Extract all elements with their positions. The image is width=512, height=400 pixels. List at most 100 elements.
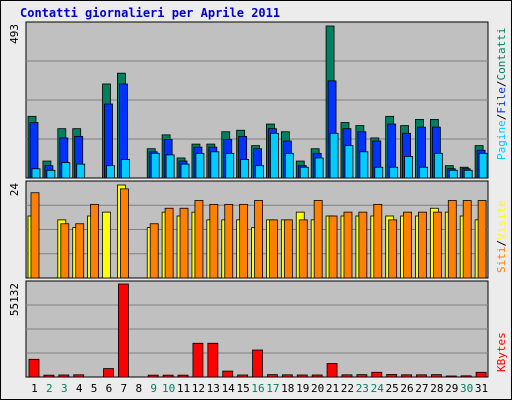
pagine-bar-day-29 xyxy=(448,169,458,179)
siti-bar-day-10 xyxy=(164,207,174,279)
x-tick-label-day-19: 19 xyxy=(296,382,309,395)
pagine-bar-day-17 xyxy=(270,132,279,179)
legend-entry: Pagine xyxy=(495,120,508,160)
pagine-bar-day-20 xyxy=(314,157,324,179)
pagine-bar-day-16 xyxy=(255,165,264,179)
kbytes-bar-day-12 xyxy=(192,342,204,378)
kbytes-bar-day-29 xyxy=(445,375,457,378)
siti-bar-day-14 xyxy=(224,203,234,279)
siti-bar-day-9 xyxy=(149,223,159,279)
siti-bar-day-31 xyxy=(477,200,487,279)
kbytes-bar-day-4 xyxy=(73,374,85,378)
legend-separator: / xyxy=(495,81,508,88)
x-tick-label-day-31: 31 xyxy=(475,382,488,395)
x-tick-label-day-8: 8 xyxy=(135,382,142,395)
pagine-bar-day-18 xyxy=(284,152,294,179)
x-tick-label-day-7: 7 xyxy=(121,382,128,395)
siti-bar-day-28 xyxy=(432,211,442,279)
kbytes-bar-day-6 xyxy=(103,368,114,378)
siti-bar-day-22 xyxy=(343,211,353,279)
pagine-bar-day-13 xyxy=(210,151,220,179)
pagine-bar-day-24 xyxy=(374,166,384,179)
kbytes-bar-day-25 xyxy=(386,374,398,378)
kbytes-bar-day-30 xyxy=(460,375,472,378)
x-tick-label-day-5: 5 xyxy=(91,382,98,395)
siti-bar-day-1 xyxy=(30,192,40,279)
siti-bar-day-4 xyxy=(75,223,85,279)
kbytes-bar-day-28 xyxy=(430,374,442,378)
kbytes-bar-day-21 xyxy=(326,363,338,378)
pagine-bar-day-21 xyxy=(329,132,339,179)
pagine-bar-day-23 xyxy=(359,151,369,179)
x-tick-label-day-11: 11 xyxy=(177,382,190,395)
pagine-bar-day-3 xyxy=(61,162,71,179)
kbytes-bar-day-3 xyxy=(58,374,70,378)
pagine-bar-day-6 xyxy=(106,165,115,179)
kbytes-bar-day-11 xyxy=(177,374,189,378)
x-tick-label-day-26: 26 xyxy=(400,382,413,395)
kbytes-bar-day-20 xyxy=(311,374,323,378)
x-tick-label-day-13: 13 xyxy=(207,382,220,395)
pagine-bar-day-10 xyxy=(165,154,175,179)
x-tick-label-day-29: 29 xyxy=(445,382,458,395)
siti-bar-day-29 xyxy=(447,200,457,279)
siti-bar-day-27 xyxy=(418,211,427,279)
x-tick-label-day-23: 23 xyxy=(356,382,369,395)
legend-separator: / xyxy=(495,114,508,121)
x-tick-label-day-28: 28 xyxy=(430,382,443,395)
pagine-bar-day-12 xyxy=(195,152,205,179)
siti-bar-day-16 xyxy=(254,200,263,279)
siti-bar-day-13 xyxy=(209,203,219,279)
siti-bar-day-21 xyxy=(328,215,338,279)
x-tick-label-day-2: 2 xyxy=(46,382,53,395)
siti-bar-day-5 xyxy=(90,203,100,279)
x-tick-label-day-9: 9 xyxy=(150,382,157,395)
kbytes-bar-day-27 xyxy=(416,374,427,378)
siti-bar-day-20 xyxy=(313,200,323,279)
siti-bar-day-25 xyxy=(388,219,398,279)
pagine-bar-day-11 xyxy=(180,163,190,179)
x-tick-label-day-1: 1 xyxy=(31,382,38,395)
x-tick-label-day-6: 6 xyxy=(106,382,113,395)
x-tick-label-day-17: 17 xyxy=(266,382,279,395)
pagine-bar-day-19 xyxy=(299,166,309,179)
kbytes-bar-day-22 xyxy=(341,374,353,378)
siti-bar-day-26 xyxy=(403,211,412,279)
kbytes-bar-day-23 xyxy=(356,374,368,378)
x-tick-label-day-16: 16 xyxy=(251,382,264,395)
pagine-bar-day-15 xyxy=(240,159,250,179)
siti-bar-day-30 xyxy=(462,200,472,279)
x-tick-label-day-14: 14 xyxy=(222,382,236,395)
kbytes-bar-day-24 xyxy=(371,371,383,378)
pagine-bar-day-2 xyxy=(46,169,56,179)
pagine-bar-day-28 xyxy=(433,152,443,179)
pagine-bar-day-27 xyxy=(419,166,428,179)
x-tick-label-day-3: 3 xyxy=(61,382,68,395)
siti-bar-day-3 xyxy=(60,223,70,279)
x-tick-label-day-18: 18 xyxy=(281,382,294,395)
x-tick-label-day-22: 22 xyxy=(341,382,354,395)
legend-entry: Siti xyxy=(495,247,508,274)
x-tick-label-day-24: 24 xyxy=(371,382,385,395)
kbytes-bar-day-18 xyxy=(281,374,293,378)
kbytes-bar-day-1 xyxy=(28,358,40,378)
legend-entry: KBytes xyxy=(495,332,508,372)
legend-top-panel: Pagine/File/Contatti xyxy=(495,28,508,160)
kbytes-bar-day-10 xyxy=(162,374,174,378)
siti-bar-day-15 xyxy=(239,203,249,279)
siti-bar-day-17 xyxy=(269,219,278,279)
x-tick-label-day-21: 21 xyxy=(326,382,339,395)
kbytes-bar-day-7 xyxy=(118,283,129,378)
x-tick-label-day-15: 15 xyxy=(236,382,249,395)
pagine-bar-day-9 xyxy=(150,152,160,179)
pagine-bar-day-31 xyxy=(478,152,488,179)
kbytes-bar-day-19 xyxy=(296,374,308,378)
pagine-bar-day-7 xyxy=(121,159,130,179)
x-tick-label-day-27: 27 xyxy=(415,382,428,395)
pagine-bar-day-1 xyxy=(31,168,41,179)
pagine-bar-day-25 xyxy=(389,166,399,179)
visite-bar-day-6 xyxy=(102,211,111,279)
x-tick-label-day-20: 20 xyxy=(311,382,324,395)
x-tick-label-day-30: 30 xyxy=(460,382,473,395)
